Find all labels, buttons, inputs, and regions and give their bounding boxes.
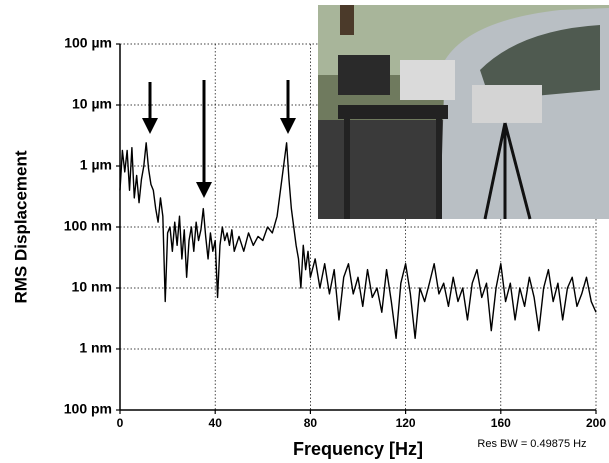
x-axis-label: Frequency [Hz] bbox=[293, 439, 423, 459]
photo-inset bbox=[318, 5, 609, 220]
arrow-head bbox=[280, 118, 296, 134]
photo-car-window bbox=[480, 25, 600, 100]
photo-table bbox=[338, 105, 448, 119]
arrow-head bbox=[142, 118, 158, 134]
y-tick-label: 1 µm bbox=[80, 157, 112, 173]
photo-instrument bbox=[400, 60, 455, 100]
arrows bbox=[142, 80, 296, 198]
photo-sensor-head bbox=[472, 85, 542, 123]
y-tick-label: 100 µm bbox=[64, 35, 112, 51]
y-tick-label: 10 µm bbox=[72, 96, 112, 112]
y-axis-label: RMS Displacement bbox=[11, 150, 30, 303]
photo-laptop bbox=[338, 55, 390, 95]
x-tick-label: 160 bbox=[491, 416, 511, 430]
y-tick-label: 1 nm bbox=[79, 340, 112, 356]
y-tick-label: 100 nm bbox=[64, 218, 112, 234]
x-tick-label: 120 bbox=[396, 416, 416, 430]
photo-table-leg bbox=[344, 119, 350, 219]
x-tick-label: 80 bbox=[304, 416, 318, 430]
photo-tripod bbox=[483, 122, 532, 220]
x-tick-label: 40 bbox=[209, 416, 223, 430]
x-tick-label: 0 bbox=[117, 416, 124, 430]
x-tick-label: 200 bbox=[586, 416, 606, 430]
annotation: Res BW = 0.49875 Hz bbox=[477, 438, 586, 450]
y-tick-label: 10 nm bbox=[72, 279, 112, 295]
plot-area: 100 pm 1 nm 10 nm 100 nm 1 µm 10 µm 100 µm 0 40 8… bbox=[64, 35, 607, 430]
photo-table-leg bbox=[436, 119, 442, 219]
arrow-head bbox=[196, 182, 212, 198]
photo-tree bbox=[340, 5, 354, 35]
data-line bbox=[119, 142, 597, 339]
y-tick-label: 100 pm bbox=[64, 401, 112, 417]
